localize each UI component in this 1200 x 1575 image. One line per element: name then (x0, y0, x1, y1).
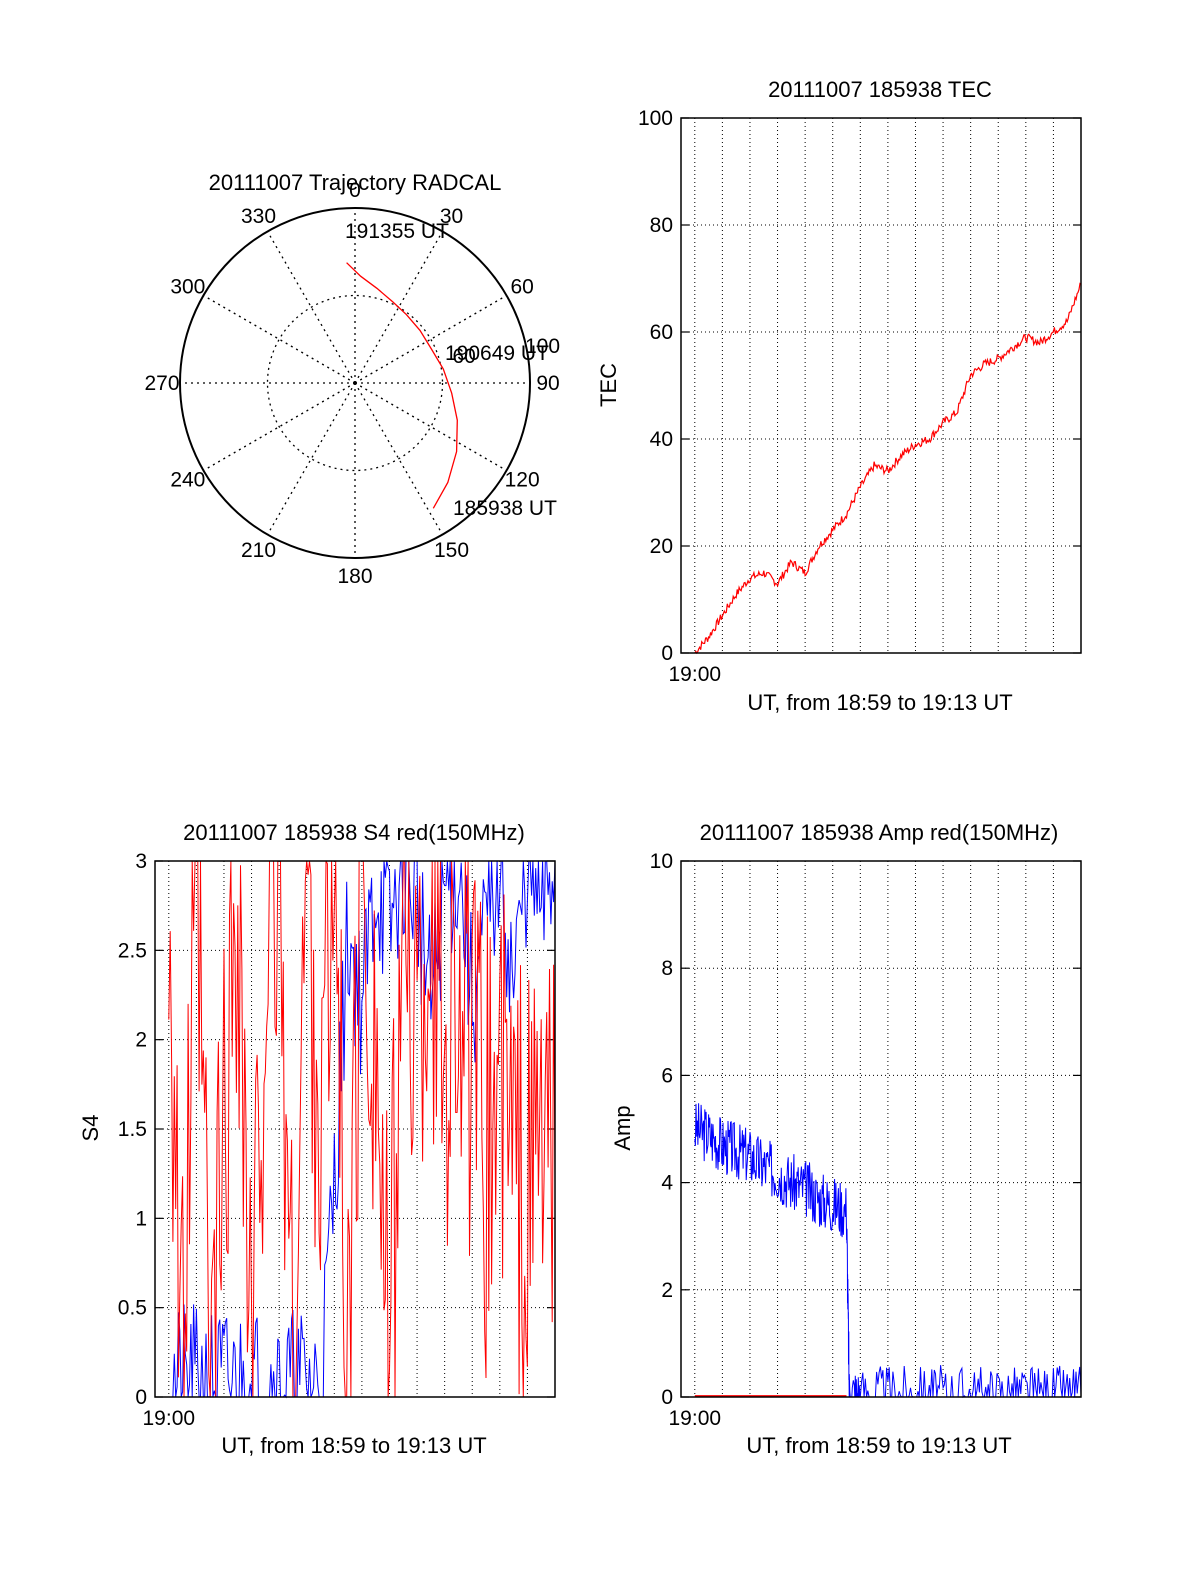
s4-ylabel: S4 (78, 1115, 103, 1142)
amp-plot-body: 0 2 4 6 8 10 19:00 (650, 850, 1082, 1430)
polar-azimuth-label: 30 (440, 205, 463, 228)
polar-mid-ring (266, 294, 444, 472)
polar-azimuth-label: 150 (434, 539, 469, 562)
amp-ylabel: Amp (610, 1105, 635, 1150)
x-tick-label: 19:00 (143, 1407, 196, 1430)
polar-spoke (266, 231, 356, 384)
x-tick-label: 19:00 (669, 663, 722, 686)
s4-title: 20111007 185938 S4 red(150MHz) (183, 820, 525, 845)
y-tick-label: 20 (650, 535, 673, 558)
polar-ring-labels: 60 100 (453, 335, 561, 368)
y-tick-label: 6 (661, 1064, 673, 1087)
y-tick-label: 1 (135, 1207, 147, 1230)
s4-plot: 20111007 185938 S4 red(150MHz) 0 0.5 1 1.5 2… (78, 820, 556, 1458)
polar-title: 20111007 Trajectory RADCAL (209, 170, 502, 195)
polar-spoke (266, 382, 356, 535)
y-tick-label: 1.5 (118, 1118, 147, 1141)
tec-xlabel: UT, from 18:59 to 19:13 UT (747, 690, 1012, 715)
y-tick-label: 100 (638, 107, 673, 130)
polar-azimuth-label: 300 (170, 276, 205, 299)
y-tick-label: 0 (661, 1386, 673, 1409)
series-line (694, 1103, 1082, 1399)
y-tick-label: 2.5 (118, 939, 147, 962)
plot-frame (680, 117, 1082, 654)
polar-spoke (354, 294, 507, 384)
polar-spoke (203, 294, 356, 384)
polar-azimuth-label: 240 (170, 469, 205, 492)
polar-spoke (354, 231, 444, 384)
y-tick-label: 60 (650, 321, 673, 344)
amp-plot: 20111007 185938 Amp red(150MHz) 0 2 4 6 8 10 1… (610, 820, 1082, 1458)
amp-xlabel: UT, from 18:59 to 19:13 UT (746, 1433, 1011, 1458)
series-line (168, 860, 556, 1399)
y-tick-label: 80 (650, 214, 673, 237)
annotation-mid-time: 190649 UT (445, 342, 549, 365)
y-tick-label: 2 (661, 1279, 673, 1302)
y-tick-label: 4 (661, 1172, 673, 1195)
plot-frame (154, 860, 556, 1398)
polar-spoke (203, 382, 356, 472)
x-tick-label: 19:00 (669, 1407, 722, 1430)
s4-plot-body: 0 0.5 1 1.5 2 2.5 3 19:00 (118, 850, 556, 1430)
annotation-end-time: 191355 UT (345, 220, 449, 243)
polar-azimuth-label: 270 (144, 372, 179, 395)
polar-azimuth-label: 60 (510, 276, 533, 299)
y-tick-label: 3 (135, 850, 147, 873)
s4-xlabel: UT, from 18:59 to 19:13 UT (221, 1433, 486, 1458)
polar-ring-label: 60 (453, 345, 476, 368)
y-tick-label: 40 (650, 428, 673, 451)
y-tick-label: 10 (650, 850, 673, 873)
series-line (694, 282, 1082, 655)
tec-ylabel: TEC (596, 363, 621, 407)
amp-title: 20111007 185938 Amp red(150MHz) (700, 820, 1059, 845)
tec-plot-body: 0 20 40 60 80 100 19:00 (638, 107, 1082, 686)
annotation-start-time: 185938 UT (453, 497, 557, 520)
y-tick-label: 0 (661, 642, 673, 665)
tec-title: 20111007 185938 TEC (768, 77, 992, 102)
polar-azimuth-labels: 0 30 60 90 120 150 180 210 240 270 300 330 (144, 179, 559, 588)
polar-grid (179, 207, 531, 559)
y-tick-label: 2 (135, 1029, 147, 1052)
polar-azimuth-label: 330 (241, 205, 276, 228)
polar-trajectory-series (346, 262, 458, 509)
polar-azimuth-label: 90 (536, 372, 559, 395)
polar-spoke (354, 382, 444, 535)
y-tick-label: 0.5 (118, 1297, 147, 1320)
polar-spoke (354, 382, 507, 472)
polar-trajectory-plot: 20111007 Trajectory RADCAL 0 30 60 90 120 150… (144, 170, 560, 588)
polar-azimuth-label: 210 (241, 539, 276, 562)
tec-plot: 20111007 185938 TEC 0 20 40 60 80 100 19:00 UT… (596, 77, 1082, 715)
polar-trajectory-line (346, 262, 458, 509)
polar-azimuth-label: 180 (337, 565, 372, 588)
polar-azimuth-label: 0 (349, 179, 361, 202)
y-tick-label: 0 (135, 1386, 147, 1409)
polar-azimuth-label: 120 (505, 469, 540, 492)
y-tick-label: 8 (661, 957, 673, 980)
plot-frame (680, 860, 1082, 1398)
polar-ring-label: 100 (525, 335, 560, 358)
